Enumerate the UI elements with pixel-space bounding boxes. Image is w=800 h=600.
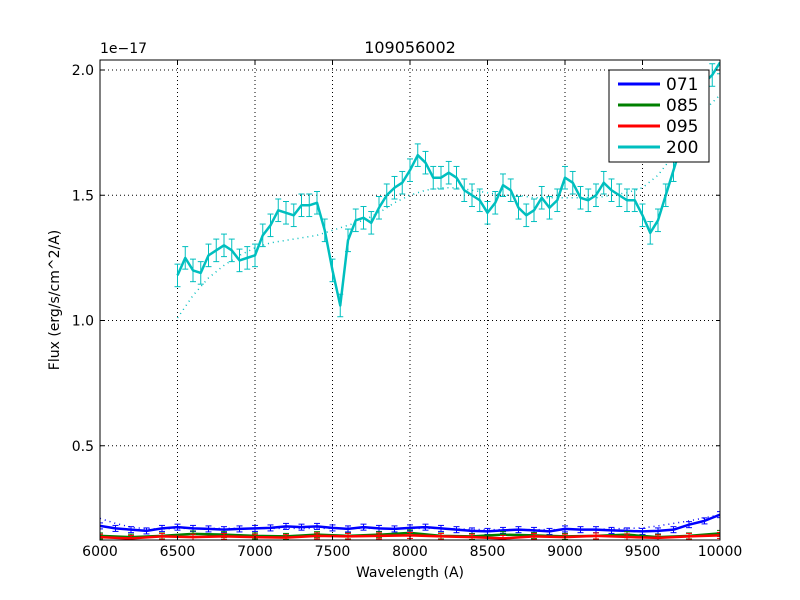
x-tick-label: 8000 xyxy=(392,544,428,560)
x-tick-label: 6000 xyxy=(82,544,118,560)
legend-label-085: 085 xyxy=(666,96,698,116)
x-tick-label: 8500 xyxy=(470,544,506,560)
y-axis-ticks: 0.5 1.0 1.5 2.0 xyxy=(72,63,720,455)
x-tick-label: 9000 xyxy=(547,544,583,560)
series-line-071 xyxy=(100,513,720,533)
chart-title: 109056002 xyxy=(364,38,456,57)
y-tick-label: 1.5 xyxy=(72,188,94,204)
x-tick-label: 7500 xyxy=(315,544,351,560)
legend-label-095: 095 xyxy=(666,117,698,137)
series-line-095 xyxy=(100,534,720,540)
y-tick-label: 1.0 xyxy=(72,314,94,330)
x-axis-ticks: 6000 6500 7000 7500 8000 8500 9000 9500 10000 xyxy=(82,60,742,560)
series-line-200 xyxy=(176,61,720,307)
y-axis-label: Flux (erg/s/cm^2/A) xyxy=(47,230,63,370)
y-offset-label: 1e−17 xyxy=(100,41,147,57)
y-tick-label: 2.0 xyxy=(72,63,94,79)
x-tick-label: 9500 xyxy=(625,544,661,560)
plot-series xyxy=(100,60,720,540)
y-tick-label: 0.5 xyxy=(72,439,94,455)
x-tick-label: 6500 xyxy=(160,544,196,560)
legend-label-200: 200 xyxy=(666,138,698,158)
legend-label-071: 071 xyxy=(666,75,698,95)
x-tick-label: 10000 xyxy=(698,544,743,560)
x-axis-label: Wavelength (A) xyxy=(356,565,464,581)
x-tick-label: 7000 xyxy=(237,544,273,560)
